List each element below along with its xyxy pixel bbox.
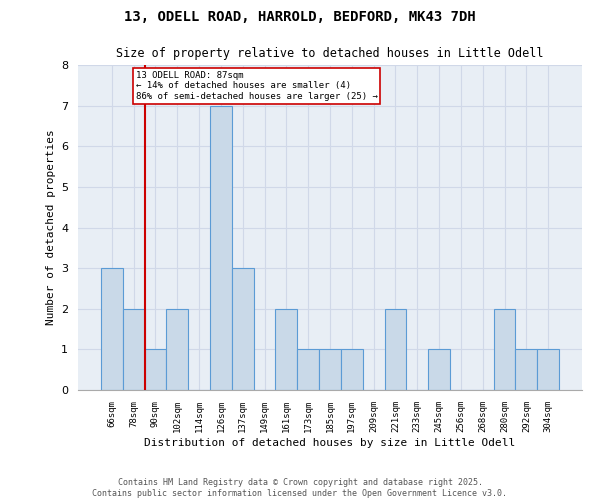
Bar xyxy=(385,308,406,390)
Bar xyxy=(123,308,145,390)
Bar xyxy=(210,106,232,390)
Text: Contains HM Land Registry data © Crown copyright and database right 2025.
Contai: Contains HM Land Registry data © Crown c… xyxy=(92,478,508,498)
Bar xyxy=(297,350,319,390)
Bar xyxy=(494,308,515,390)
X-axis label: Distribution of detached houses by size in Little Odell: Distribution of detached houses by size … xyxy=(145,438,515,448)
Bar xyxy=(101,268,123,390)
Bar xyxy=(537,350,559,390)
Bar xyxy=(232,268,254,390)
Y-axis label: Number of detached properties: Number of detached properties xyxy=(46,130,56,326)
Bar xyxy=(275,308,297,390)
Text: 13, ODELL ROAD, HARROLD, BEDFORD, MK43 7DH: 13, ODELL ROAD, HARROLD, BEDFORD, MK43 7… xyxy=(124,10,476,24)
Bar xyxy=(515,350,537,390)
Title: Size of property relative to detached houses in Little Odell: Size of property relative to detached ho… xyxy=(116,46,544,60)
Bar xyxy=(341,350,363,390)
Text: 13 ODELL ROAD: 87sqm
← 14% of detached houses are smaller (4)
86% of semi-detach: 13 ODELL ROAD: 87sqm ← 14% of detached h… xyxy=(136,71,377,101)
Bar xyxy=(166,308,188,390)
Bar xyxy=(319,350,341,390)
Bar xyxy=(428,350,450,390)
Bar xyxy=(145,350,166,390)
